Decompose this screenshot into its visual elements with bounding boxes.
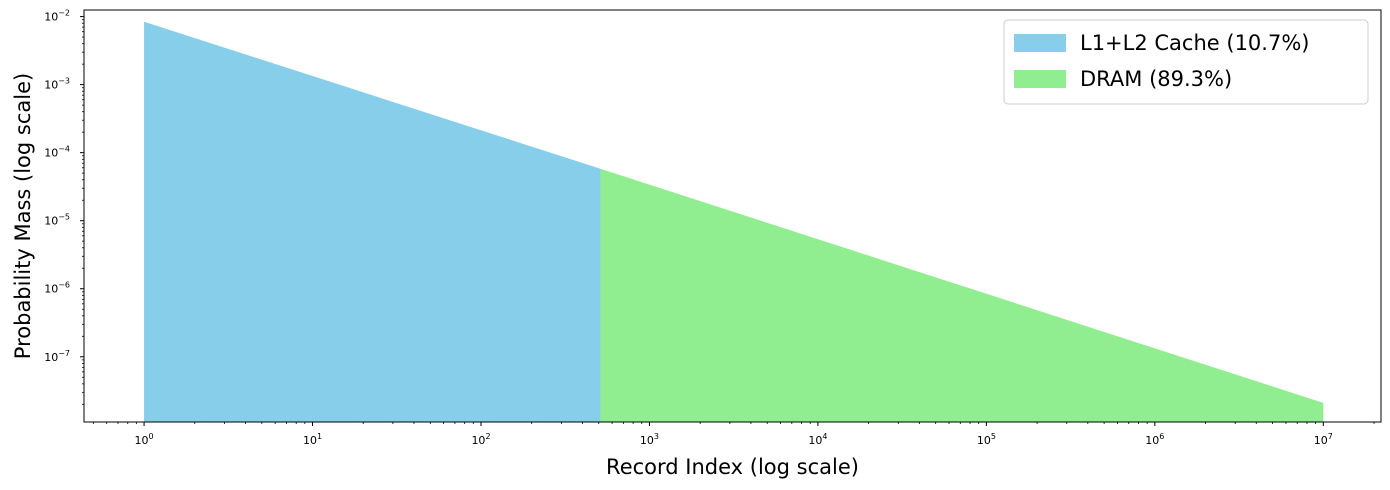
x-axis-label: Record Index (log scale) bbox=[606, 455, 859, 479]
y-tick-label-1: 10−6 bbox=[44, 281, 70, 296]
y-tick-label-4: 10−3 bbox=[44, 77, 70, 92]
legend-swatch-0 bbox=[1014, 34, 1066, 52]
x-tick-label-7: 107 bbox=[1314, 432, 1333, 447]
y-axis-label: Probability Mass (log scale) bbox=[11, 73, 35, 359]
x-tick-label-4: 104 bbox=[808, 432, 827, 447]
area-series-group bbox=[144, 21, 1324, 422]
plot-frame bbox=[83, 9, 1382, 423]
x-tick-label-3: 103 bbox=[640, 432, 659, 447]
x-tick-label-2: 102 bbox=[471, 432, 490, 447]
legend: L1+L2 Cache (10.7%) DRAM (89.3%) bbox=[1003, 19, 1369, 105]
y-tick-label-3: 10−4 bbox=[44, 145, 70, 160]
legend-swatch-1 bbox=[1014, 70, 1066, 88]
area-series-1 bbox=[600, 168, 1324, 422]
y-tick-label-2: 10−5 bbox=[44, 213, 70, 228]
y-axis-ticks: 10−7 10−6 10−5 10−4 10−3 10−2 bbox=[44, 9, 84, 364]
x-axis-ticks: 100 101 102 103 104 105 106 107 bbox=[135, 422, 1333, 447]
y-tick-label-5: 10−2 bbox=[44, 9, 70, 24]
legend-entry-0: L1+L2 Cache (10.7%) bbox=[1080, 31, 1309, 55]
legend-entry-1: DRAM (89.3%) bbox=[1080, 67, 1232, 91]
x-tick-label-1: 101 bbox=[303, 432, 322, 447]
area-series-0 bbox=[144, 21, 601, 422]
legend-box bbox=[1003, 19, 1369, 105]
x-tick-label-5: 105 bbox=[977, 432, 996, 447]
y-tick-label-0: 10−7 bbox=[44, 349, 70, 364]
x-tick-label-6: 106 bbox=[1145, 432, 1164, 447]
x-tick-label-0: 100 bbox=[135, 432, 154, 447]
